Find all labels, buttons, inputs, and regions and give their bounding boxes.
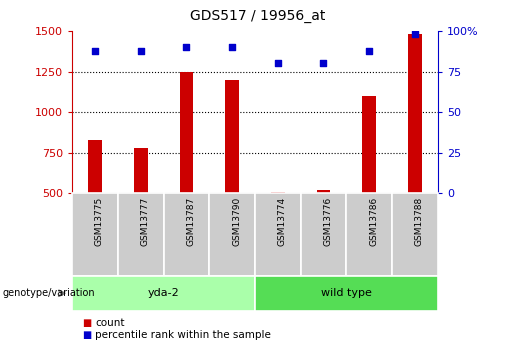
Text: count: count xyxy=(95,318,125,327)
Text: GSM13776: GSM13776 xyxy=(323,197,333,246)
Text: GSM13787: GSM13787 xyxy=(186,197,195,246)
Text: percentile rank within the sample: percentile rank within the sample xyxy=(95,330,271,339)
Text: ■: ■ xyxy=(82,330,92,339)
Point xyxy=(228,45,236,50)
Point xyxy=(136,48,145,53)
Bar xyxy=(88,140,102,274)
Text: GSM13774: GSM13774 xyxy=(278,197,287,246)
Point xyxy=(365,48,373,53)
Point xyxy=(273,61,282,66)
Bar xyxy=(408,34,422,274)
Bar xyxy=(271,191,285,274)
Bar xyxy=(225,80,239,274)
Text: wild type: wild type xyxy=(321,288,372,298)
Text: ■: ■ xyxy=(82,318,92,327)
Text: genotype/variation: genotype/variation xyxy=(3,288,95,298)
Bar xyxy=(180,71,193,274)
Text: yda-2: yda-2 xyxy=(148,288,179,298)
Bar xyxy=(317,190,330,274)
Point xyxy=(182,45,191,50)
Text: GSM13775: GSM13775 xyxy=(95,197,104,246)
Point xyxy=(91,48,99,53)
Text: GDS517 / 19956_at: GDS517 / 19956_at xyxy=(190,9,325,23)
Text: GSM13786: GSM13786 xyxy=(369,197,378,246)
Point xyxy=(319,61,328,66)
Text: GSM13777: GSM13777 xyxy=(141,197,150,246)
Bar xyxy=(363,96,376,274)
Point xyxy=(411,31,419,37)
Bar xyxy=(134,148,147,274)
Text: GSM13788: GSM13788 xyxy=(415,197,424,246)
Text: GSM13790: GSM13790 xyxy=(232,197,241,246)
